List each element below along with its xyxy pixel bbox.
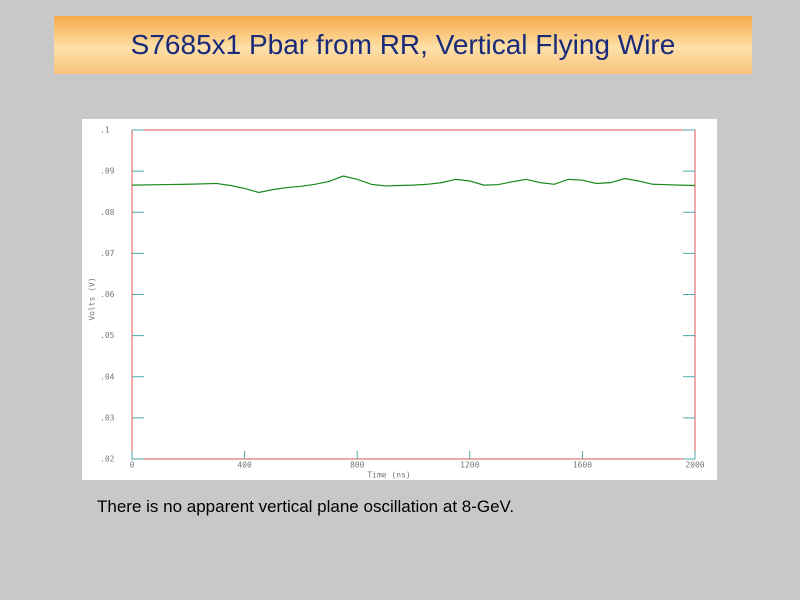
plot-frame [131,129,696,460]
y-tick-label: .09 [100,167,115,176]
slide-title: S7685x1 Pbar from RR, Vertical Flying Wi… [54,16,752,74]
x-tick-label: 400 [237,461,252,470]
x-tick-label: 1600 [573,461,592,470]
y-tick-label: .03 [100,413,115,422]
y-tick-label: .08 [100,208,115,217]
chart: Volts (V) Time (ns) .02 .03 .04 .05 .06 .07 .0… [82,119,717,480]
y-tick-label: .04 [100,372,115,381]
y-tick-label: .06 [100,290,115,299]
x-tick-label: 0 [130,461,135,470]
caption: There is no apparent vertical plane osci… [97,497,515,516]
y-tick-label: .07 [100,249,115,258]
y-tick-label: .05 [100,331,115,340]
y-axis-label: Volts (V) [88,277,97,320]
x-tick-label: 2000 [685,461,704,470]
x-tick-label: 1200 [460,461,479,470]
x-tick-label: 800 [350,461,365,470]
y-tick-label: .1 [100,126,110,135]
y-tick-label: .02 [100,455,115,464]
line [131,175,696,194]
x-axis-label: Time (ns) [367,471,410,480]
